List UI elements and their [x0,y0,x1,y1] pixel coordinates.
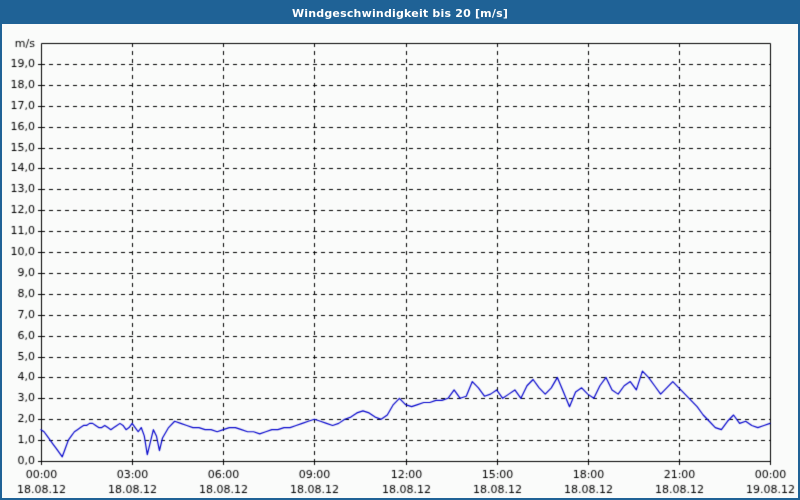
window-title-bar: Windgeschwindigkeit bis 20 [m/s] [2,2,798,24]
page-title: Windgeschwindigkeit bis 20 [m/s] [291,6,509,20]
wind-speed-line-chart [2,24,798,498]
chart-canvas-area [2,24,798,498]
